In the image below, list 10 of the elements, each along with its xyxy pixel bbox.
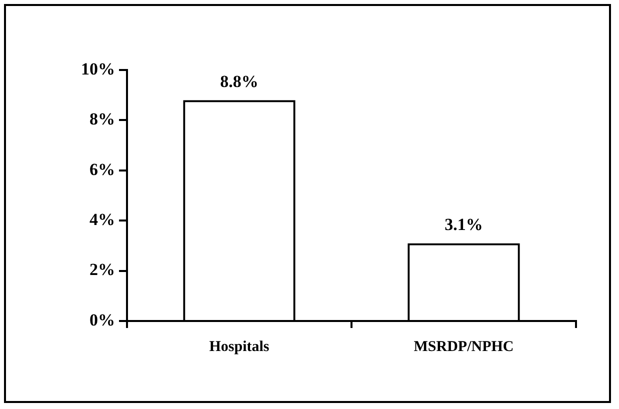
y-tick-label: 10% bbox=[81, 59, 115, 78]
data-label: 3.1% bbox=[444, 215, 483, 234]
x-tick-label: Hospitals bbox=[209, 338, 270, 355]
y-tick-label: 2% bbox=[90, 260, 115, 280]
y-tick-label: 8% bbox=[90, 110, 115, 129]
y-tick-label: 4% bbox=[90, 210, 115, 229]
data-label: 8.8% bbox=[220, 72, 258, 92]
x-tick-label: MSRDP/NPHC bbox=[414, 338, 514, 355]
y-tick-label: 6% bbox=[90, 160, 115, 179]
y-tick-label: 0% bbox=[90, 310, 115, 330]
